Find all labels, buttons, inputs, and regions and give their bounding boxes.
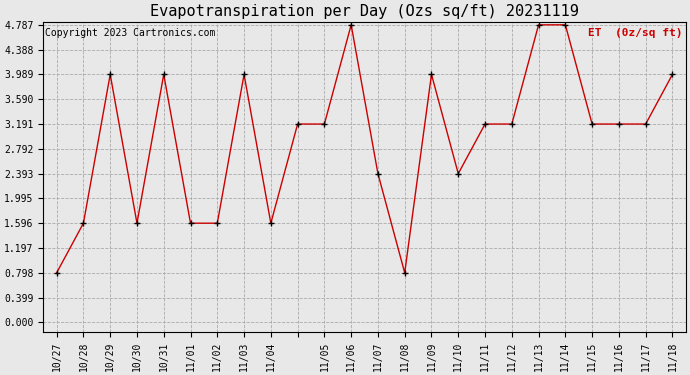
Title: Evapotranspiration per Day (Ozs sq/ft) 20231119: Evapotranspiration per Day (Ozs sq/ft) 2… bbox=[150, 4, 579, 19]
Text: ET  (0z/sq ft): ET (0z/sq ft) bbox=[588, 28, 682, 38]
Text: Copyright 2023 Cartronics.com: Copyright 2023 Cartronics.com bbox=[45, 28, 215, 38]
